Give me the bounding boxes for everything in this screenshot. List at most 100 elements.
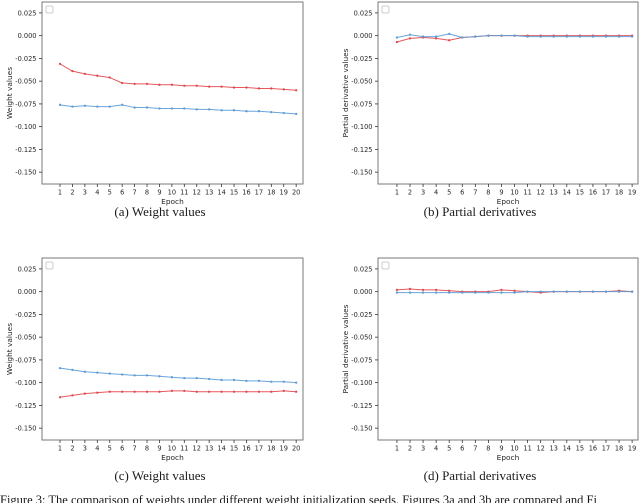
svg-text:17: 17: [602, 445, 610, 453]
svg-text:-0.075: -0.075: [351, 100, 372, 108]
svg-text:-0.050: -0.050: [15, 78, 36, 86]
svg-text:8: 8: [486, 445, 490, 453]
svg-text:7: 7: [473, 445, 477, 453]
chart-d-canvas: 0.025 0.000 -0.025 -0.050 -0.075 -0.100 -0.125…: [341, 257, 639, 462]
svg-text:Partial derivative values: Partial derivative values: [341, 48, 350, 137]
svg-text:19: 19: [628, 189, 636, 197]
svg-text:1: 1: [58, 445, 62, 453]
svg-text:16: 16: [242, 189, 250, 197]
svg-text:1: 1: [58, 189, 62, 197]
svg-text:-0.150: -0.150: [15, 425, 36, 433]
svg-text:2: 2: [70, 189, 74, 197]
svg-text:16: 16: [589, 445, 597, 453]
svg-text:9: 9: [499, 445, 503, 453]
svg-text:8: 8: [486, 189, 490, 197]
svg-text:3: 3: [421, 445, 425, 453]
svg-text:7: 7: [132, 445, 136, 453]
svg-text:18: 18: [267, 445, 275, 453]
svg-text:-0.050: -0.050: [351, 334, 372, 342]
svg-text:-0.050: -0.050: [15, 334, 36, 342]
svg-text:13: 13: [550, 445, 558, 453]
svg-text:-0.150: -0.150: [15, 169, 36, 177]
svg-text:20: 20: [292, 445, 300, 453]
svg-text:0.000: 0.000: [354, 32, 373, 40]
svg-text:Epoch: Epoch: [161, 453, 184, 462]
chart-c-canvas: 0.025 0.000 -0.025 -0.050 -0.075 -0.100 -0.125…: [5, 257, 304, 462]
svg-text:6: 6: [120, 445, 124, 453]
subplot-d-caption: (d) Partial derivatives: [423, 468, 537, 483]
svg-text:5: 5: [447, 189, 451, 197]
subplot-c-caption: (c) Weight values: [114, 468, 206, 483]
svg-text:-0.025: -0.025: [15, 311, 36, 319]
subplot-weight-values-seed1: 0.025 0.000 -0.025 -0.050 -0.075 -0.100 -0.125…: [0, 0, 320, 225]
svg-text:17: 17: [255, 445, 263, 453]
svg-text:-0.125: -0.125: [15, 402, 36, 410]
svg-text:19: 19: [628, 445, 636, 453]
figure-caption-clipped: Figure 3: The comparison of weights unde…: [0, 493, 597, 503]
subplot-a-caption: (a) Weight values: [114, 204, 206, 219]
svg-text:3: 3: [83, 445, 87, 453]
svg-text:13: 13: [205, 445, 213, 453]
svg-text:11: 11: [523, 189, 531, 197]
svg-text:-0.100: -0.100: [15, 123, 36, 131]
svg-text:0.000: 0.000: [18, 32, 37, 40]
subplot-b-caption: (b) Partial derivatives: [423, 204, 537, 219]
svg-text:0.025: 0.025: [18, 9, 37, 17]
svg-text:14: 14: [217, 189, 225, 197]
svg-text:4: 4: [95, 189, 99, 197]
svg-text:0.000: 0.000: [18, 288, 37, 296]
chart-b-canvas: 0.025 0.000 -0.025 -0.050 -0.075 -0.100 -0.125…: [341, 1, 639, 206]
svg-text:12: 12: [536, 445, 544, 453]
svg-text:6: 6: [460, 445, 464, 453]
svg-text:19: 19: [280, 445, 288, 453]
svg-text:0.025: 0.025: [354, 9, 373, 17]
svg-text:15: 15: [230, 189, 238, 197]
svg-text:7: 7: [132, 189, 136, 197]
svg-text:4: 4: [434, 189, 438, 197]
svg-text:14: 14: [217, 445, 225, 453]
chart-a-canvas: 0.025 0.000 -0.025 -0.050 -0.075 -0.100 -0.125…: [5, 1, 304, 206]
svg-text:6: 6: [120, 189, 124, 197]
svg-text:12: 12: [193, 189, 201, 197]
svg-text:4: 4: [434, 445, 438, 453]
svg-text:1: 1: [395, 445, 399, 453]
svg-text:1: 1: [395, 189, 399, 197]
svg-text:14: 14: [563, 189, 571, 197]
svg-text:-0.150: -0.150: [351, 425, 372, 433]
svg-text:Epoch: Epoch: [497, 453, 520, 462]
svg-text:3: 3: [421, 189, 425, 197]
blue_line: [59, 367, 297, 384]
svg-text:0.000: 0.000: [354, 288, 373, 296]
svg-text:-0.100: -0.100: [351, 379, 372, 387]
svg-text:5: 5: [447, 445, 451, 453]
svg-text:14: 14: [563, 445, 571, 453]
svg-text:2: 2: [408, 445, 412, 453]
svg-text:-0.025: -0.025: [351, 55, 372, 63]
svg-text:12: 12: [536, 189, 544, 197]
svg-text:6: 6: [460, 189, 464, 197]
svg-text:-0.075: -0.075: [351, 356, 372, 364]
svg-text:16: 16: [242, 445, 250, 453]
svg-text:-0.125: -0.125: [351, 146, 372, 154]
svg-text:11: 11: [180, 189, 188, 197]
svg-text:15: 15: [230, 445, 238, 453]
svg-text:2: 2: [408, 189, 412, 197]
legend-box: [45, 5, 54, 14]
svg-text:8: 8: [145, 189, 149, 197]
svg-text:10: 10: [168, 189, 176, 197]
svg-text:-0.125: -0.125: [15, 146, 36, 154]
svg-text:Weight values: Weight values: [5, 323, 14, 375]
svg-text:Epoch: Epoch: [497, 197, 520, 206]
svg-text:10: 10: [510, 445, 518, 453]
svg-text:20: 20: [292, 189, 300, 197]
svg-text:13: 13: [550, 189, 558, 197]
subplot-partial-derivatives-seed2: 0.025 0.000 -0.025 -0.050 -0.075 -0.100 -0.125…: [320, 256, 640, 483]
svg-text:-0.100: -0.100: [351, 123, 372, 131]
svg-text:3: 3: [83, 189, 87, 197]
svg-text:11: 11: [523, 445, 531, 453]
svg-text:-0.075: -0.075: [15, 356, 36, 364]
svg-text:8: 8: [145, 445, 149, 453]
svg-text:19: 19: [280, 189, 288, 197]
svg-text:7: 7: [473, 189, 477, 197]
